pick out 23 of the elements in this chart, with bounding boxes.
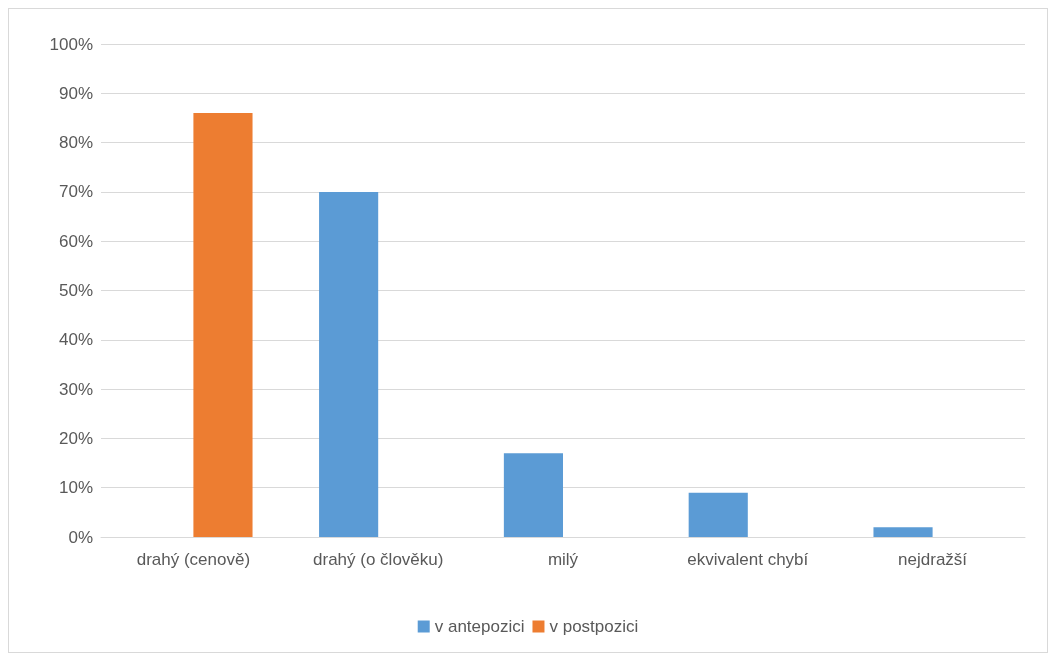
x-tick-label: nejdražší — [898, 550, 968, 569]
legend-label: v postpozici — [549, 617, 639, 636]
x-tick-label: ekvivalent chybí — [687, 550, 809, 569]
y-tick-label: 10% — [58, 478, 93, 498]
bar — [873, 527, 933, 537]
y-tick-label: 100% — [49, 34, 93, 54]
y-tick-label: 80% — [58, 133, 93, 153]
y-tick-label: 20% — [58, 428, 93, 448]
y-tick-label: 40% — [58, 330, 93, 350]
x-tick-label: drahý (o člověku) — [313, 550, 444, 569]
x-tick-label: drahý (cenově) — [136, 550, 251, 569]
bar — [319, 191, 379, 537]
x-tick-label: milý — [547, 550, 579, 569]
y-tick-label: 30% — [58, 379, 93, 399]
legend-label: v antepozici — [434, 617, 525, 636]
y-tick-label: 90% — [58, 83, 93, 103]
y-tick-label: 50% — [58, 281, 93, 300]
y-tick-label: 70% — [58, 182, 93, 202]
bar — [193, 113, 253, 537]
bar — [688, 492, 748, 537]
y-tick-label: 60% — [58, 231, 93, 251]
y-tick-label: 0% — [68, 527, 93, 547]
bar — [503, 453, 563, 537]
